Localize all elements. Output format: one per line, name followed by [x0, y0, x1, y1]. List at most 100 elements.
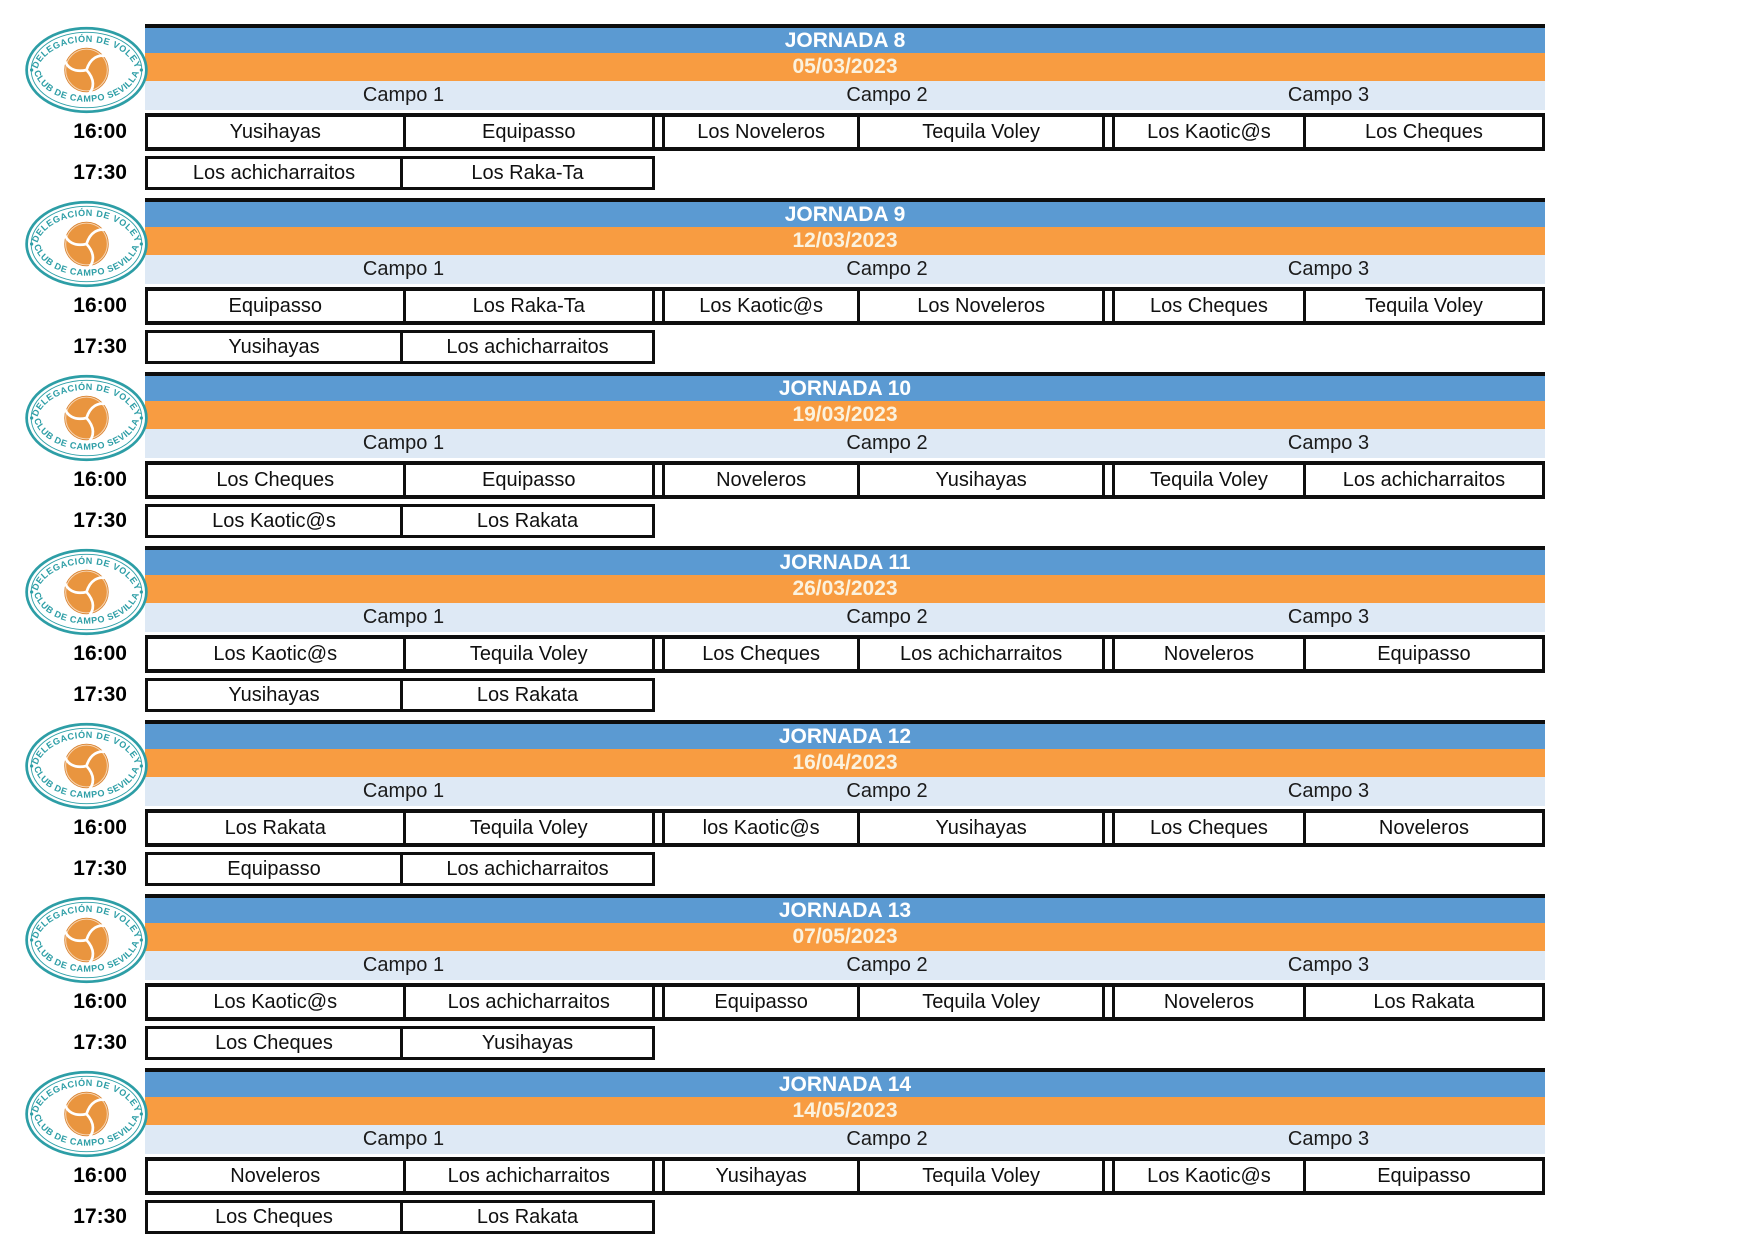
matches-row-1730: 17:30 Yusihayas Los achicharraitos	[73, 330, 1545, 364]
volleyball-icon	[62, 1091, 109, 1141]
campo-1-header: Campo 1	[362, 1128, 445, 1150]
team-cell: Noveleros	[1115, 987, 1303, 1017]
volleyball-icon	[62, 569, 109, 619]
campo-1-header: Campo 1	[362, 780, 445, 802]
jornada-block: DELEGACIÓN DE VOLEY CLUB DE CAMPO SEVILL…	[25, 720, 1545, 886]
campo-3-header: Campo 3	[1287, 432, 1370, 454]
jornada-title-bar: JORNADA 8	[145, 24, 1545, 53]
team-cell: Los Kaotic@s	[148, 639, 403, 669]
team-cell: Los Kaotic@s	[1115, 1161, 1303, 1191]
campo-gap	[655, 987, 662, 1017]
campo-1-header: Campo 1	[362, 606, 445, 628]
team-cell: Los Noveleros	[665, 117, 858, 147]
team-cell: Los achicharraitos	[400, 333, 652, 361]
campo-header-row: Campo 1 Campo 2 Campo 3	[145, 603, 1545, 632]
campo-2-header: Campo 2	[846, 606, 928, 628]
club-badge-icon: DELEGACIÓN DE VOLEY CLUB DE CAMPO SEVILL…	[25, 722, 148, 810]
campo-2-header: Campo 2	[846, 1128, 928, 1150]
team-cell: Los Kaotic@s	[1115, 117, 1303, 147]
club-badge-icon: DELEGACIÓN DE VOLEY CLUB DE CAMPO SEVILL…	[25, 548, 148, 636]
team-cell: Los Cheques	[1302, 117, 1542, 147]
campo-header-row: Campo 1 Campo 2 Campo 3	[145, 777, 1545, 806]
team-cell: Tequila Voley	[857, 987, 1102, 1017]
matches-row-1600: 16:00 Los Cheques Equipasso Noveleros Yu…	[73, 461, 1545, 499]
team-cell: Noveleros	[148, 1161, 403, 1191]
team-cell: Los achicharraitos	[402, 1161, 652, 1191]
matches-row-1600: 16:00 Yusihayas Equipasso Los Noveleros …	[73, 113, 1545, 151]
team-cell: Los Cheques	[148, 1203, 400, 1231]
campo-3-match: Los Kaotic@s Equipasso	[1112, 1161, 1545, 1191]
campo-1-match: Los achicharraitos Los Raka-Ta	[145, 156, 655, 190]
campo-gap	[655, 117, 662, 147]
team-cell: Los Kaotic@s	[665, 291, 858, 321]
campo-2-match: Los Kaotic@s Los Noveleros	[662, 291, 1105, 321]
club-badge-icon: DELEGACIÓN DE VOLEY CLUB DE CAMPO SEVILL…	[25, 26, 148, 114]
time-label-1600: 16:00	[73, 816, 127, 839]
club-logo: DELEGACIÓN DE VOLEY CLUB DE CAMPO SEVILL…	[23, 196, 150, 292]
team-cell: Los Cheques	[148, 465, 403, 495]
jornada-date-bar: 14/05/2023	[145, 1097, 1545, 1125]
campo-gap	[1105, 987, 1112, 1017]
team-cell: Noveleros	[1115, 639, 1303, 669]
campo-2-match: Los Noveleros Tequila Voley	[662, 117, 1105, 147]
time-label-1600: 16:00	[73, 990, 127, 1013]
jornada-block: DELEGACIÓN DE VOLEY CLUB DE CAMPO SEVILL…	[25, 894, 1545, 1060]
campo-1-match: Los Kaotic@s Los Rakata	[145, 504, 655, 538]
jornada-block: DELEGACIÓN DE VOLEY CLUB DE CAMPO SEVILL…	[25, 372, 1545, 538]
club-logo: DELEGACIÓN DE VOLEY CLUB DE CAMPO SEVILL…	[23, 22, 150, 118]
matches-row-1600: 16:00 Los Kaotic@s Tequila Voley Los Che…	[73, 635, 1545, 673]
campo-gap	[655, 291, 662, 321]
club-logo: DELEGACIÓN DE VOLEY CLUB DE CAMPO SEVILL…	[23, 892, 150, 988]
matches-row-1600: 16:00 Noveleros Los achicharraitos Yusih…	[73, 1157, 1545, 1195]
jornada-date-bar: 26/03/2023	[145, 575, 1545, 603]
campo-1-match: Los Rakata Tequila Voley	[145, 813, 655, 843]
campo-header-row: Campo 1 Campo 2 Campo 3	[145, 429, 1545, 458]
time-label-1730: 17:30	[73, 161, 127, 184]
team-cell: Equipasso	[1302, 639, 1542, 669]
campo-2-match: Noveleros Yusihayas	[662, 465, 1105, 495]
team-cell: Tequila Voley	[1115, 465, 1303, 495]
volleyball-icon	[62, 395, 109, 445]
campo-gap	[1105, 813, 1112, 843]
team-cell: Los Kaotic@s	[148, 987, 403, 1017]
club-badge-icon: DELEGACIÓN DE VOLEY CLUB DE CAMPO SEVILL…	[25, 896, 148, 984]
jornada-date-bar: 07/05/2023	[145, 923, 1545, 951]
team-cell: los Kaotic@s	[665, 813, 858, 843]
time-label-1600: 16:00	[73, 1164, 127, 1187]
team-cell: Equipasso	[402, 117, 652, 147]
team-cell: Los Rakata	[1302, 987, 1542, 1017]
team-cell: Los achicharraitos	[400, 855, 652, 883]
campo-1-match: Noveleros Los achicharraitos	[145, 1161, 655, 1191]
campo-2-header: Campo 2	[846, 84, 928, 106]
team-cell: Los Kaotic@s	[148, 507, 400, 535]
campo-gap	[655, 465, 662, 495]
campo-gap	[655, 639, 662, 669]
campo-1-match: Los Kaotic@s Tequila Voley	[145, 639, 655, 669]
matches-row-1730: 17:30 Los Kaotic@s Los Rakata	[73, 504, 1545, 538]
club-logo: DELEGACIÓN DE VOLEY CLUB DE CAMPO SEVILL…	[23, 370, 150, 466]
team-cell: Los Rakata	[400, 1203, 652, 1231]
campo-3-header: Campo 3	[1287, 954, 1370, 976]
jornada-block: DELEGACIÓN DE VOLEY CLUB DE CAMPO SEVILL…	[25, 198, 1545, 364]
campo-1-match: Yusihayas Equipasso	[145, 117, 655, 147]
team-cell: Yusihayas	[857, 465, 1102, 495]
campo-header-row: Campo 1 Campo 2 Campo 3	[145, 951, 1545, 980]
campo-header-row: Campo 1 Campo 2 Campo 3	[145, 255, 1545, 284]
team-cell: Yusihayas	[665, 1161, 858, 1191]
team-cell: Noveleros	[665, 465, 858, 495]
team-cell: Tequila Voley	[1302, 291, 1542, 321]
club-logo: DELEGACIÓN DE VOLEY CLUB DE CAMPO SEVILL…	[23, 718, 150, 814]
team-cell: Los Cheques	[1115, 291, 1303, 321]
club-badge-icon: DELEGACIÓN DE VOLEY CLUB DE CAMPO SEVILL…	[25, 1070, 148, 1158]
campo-gap	[1105, 639, 1112, 669]
team-cell: Los achicharraitos	[1302, 465, 1542, 495]
campo-header-row: Campo 1 Campo 2 Campo 3	[145, 1125, 1545, 1154]
time-label-1730: 17:30	[73, 1205, 127, 1228]
campo-3-match: Noveleros Equipasso	[1112, 639, 1545, 669]
campo-1-header: Campo 1	[362, 258, 445, 280]
campo-1-match: Los Cheques Equipasso	[145, 465, 655, 495]
jornada-date-bar: 19/03/2023	[145, 401, 1545, 429]
campo-2-match: los Kaotic@s Yusihayas	[662, 813, 1105, 843]
campo-2-match: Los Cheques Los achicharraitos	[662, 639, 1105, 669]
